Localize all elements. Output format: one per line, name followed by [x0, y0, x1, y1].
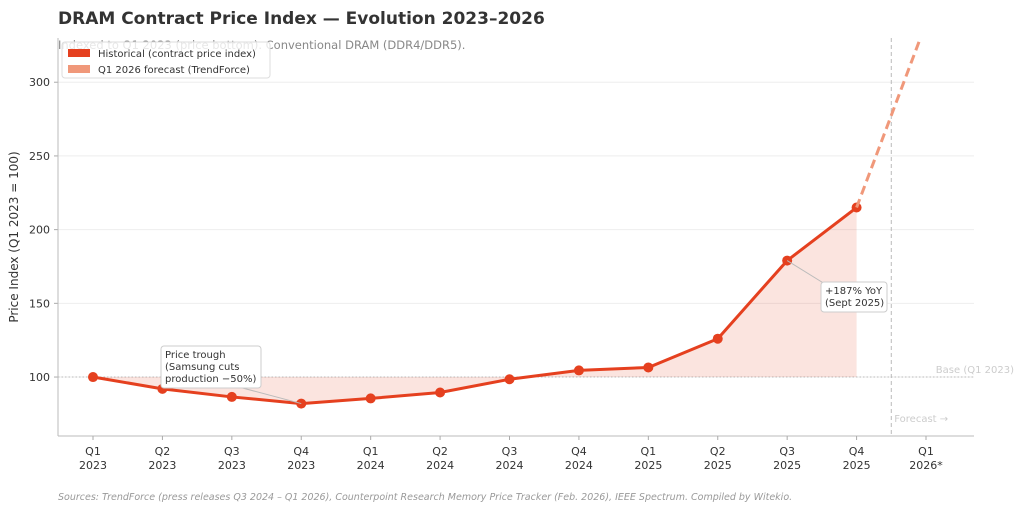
data-point — [226, 391, 237, 402]
data-point — [643, 362, 654, 373]
chart-title: DRAM Contract Price Index — Evolution 20… — [58, 9, 545, 29]
forecast-line — [855, 38, 923, 209]
annotation-box — [820, 281, 888, 313]
annotation-text: Price trough — [165, 350, 226, 361]
legend-swatch — [68, 65, 90, 73]
legend-box — [61, 41, 271, 79]
data-point — [88, 372, 98, 383]
source-note: Sources: TrendForce (press releases Q3 2… — [58, 492, 792, 503]
x-tick-label: Q2 2023 — [148, 445, 176, 472]
x-tick-label: Q1 2024 — [357, 445, 385, 472]
y-tick-label: 100 — [29, 371, 50, 384]
y-tick-label: 200 — [29, 224, 50, 237]
x-tick-label: Q4 2023 — [287, 445, 315, 472]
x-tick-label: Q1 2025 — [634, 445, 662, 472]
data-point — [504, 374, 515, 385]
y-tick-label: 300 — [29, 76, 50, 89]
annotation-text: +187% YoY — [825, 286, 883, 297]
legend-label: Q1 2026 forecast (TrendForce) — [98, 65, 250, 76]
annotation-box — [160, 345, 262, 389]
y-tick-label: 250 — [29, 150, 50, 163]
data-point — [365, 393, 376, 404]
x-tick-label: Q4 2024 — [565, 445, 593, 472]
data-point — [712, 333, 723, 344]
x-tick-label: Q2 2024 — [426, 445, 454, 472]
x-tick-label: Q3 2023 — [218, 445, 246, 472]
x-tick-label: Q1 2023 — [79, 445, 107, 472]
annotation-arrow — [234, 385, 302, 405]
series-line — [92, 206, 858, 406]
baseline-label: Base (Q1 2023) — [936, 365, 1014, 376]
x-tick-label: Q3 2025 — [773, 445, 801, 472]
annotation-text: (Sept 2025) — [825, 298, 884, 309]
legend-label: Historical (contract price index) — [98, 49, 256, 60]
annotation-text: production −50%) — [165, 374, 256, 385]
data-point — [435, 387, 446, 398]
annotation-arrow — [786, 260, 826, 285]
x-tick-label: Q2 2025 — [704, 445, 732, 472]
y-tick-label: 150 — [29, 297, 50, 310]
legend-swatch — [68, 49, 90, 57]
x-tick-label: Q4 2025 — [843, 445, 871, 472]
x-tick-label: Q3 2024 — [496, 445, 524, 472]
x-tick-label: Q1 2026* — [909, 445, 943, 472]
y-axis-label: Price Index (Q1 2023 = 100) — [7, 151, 21, 322]
data-point — [573, 365, 584, 376]
forecast-label: Forecast → — [894, 414, 948, 425]
annotation-text: (Samsung cuts — [165, 362, 240, 373]
